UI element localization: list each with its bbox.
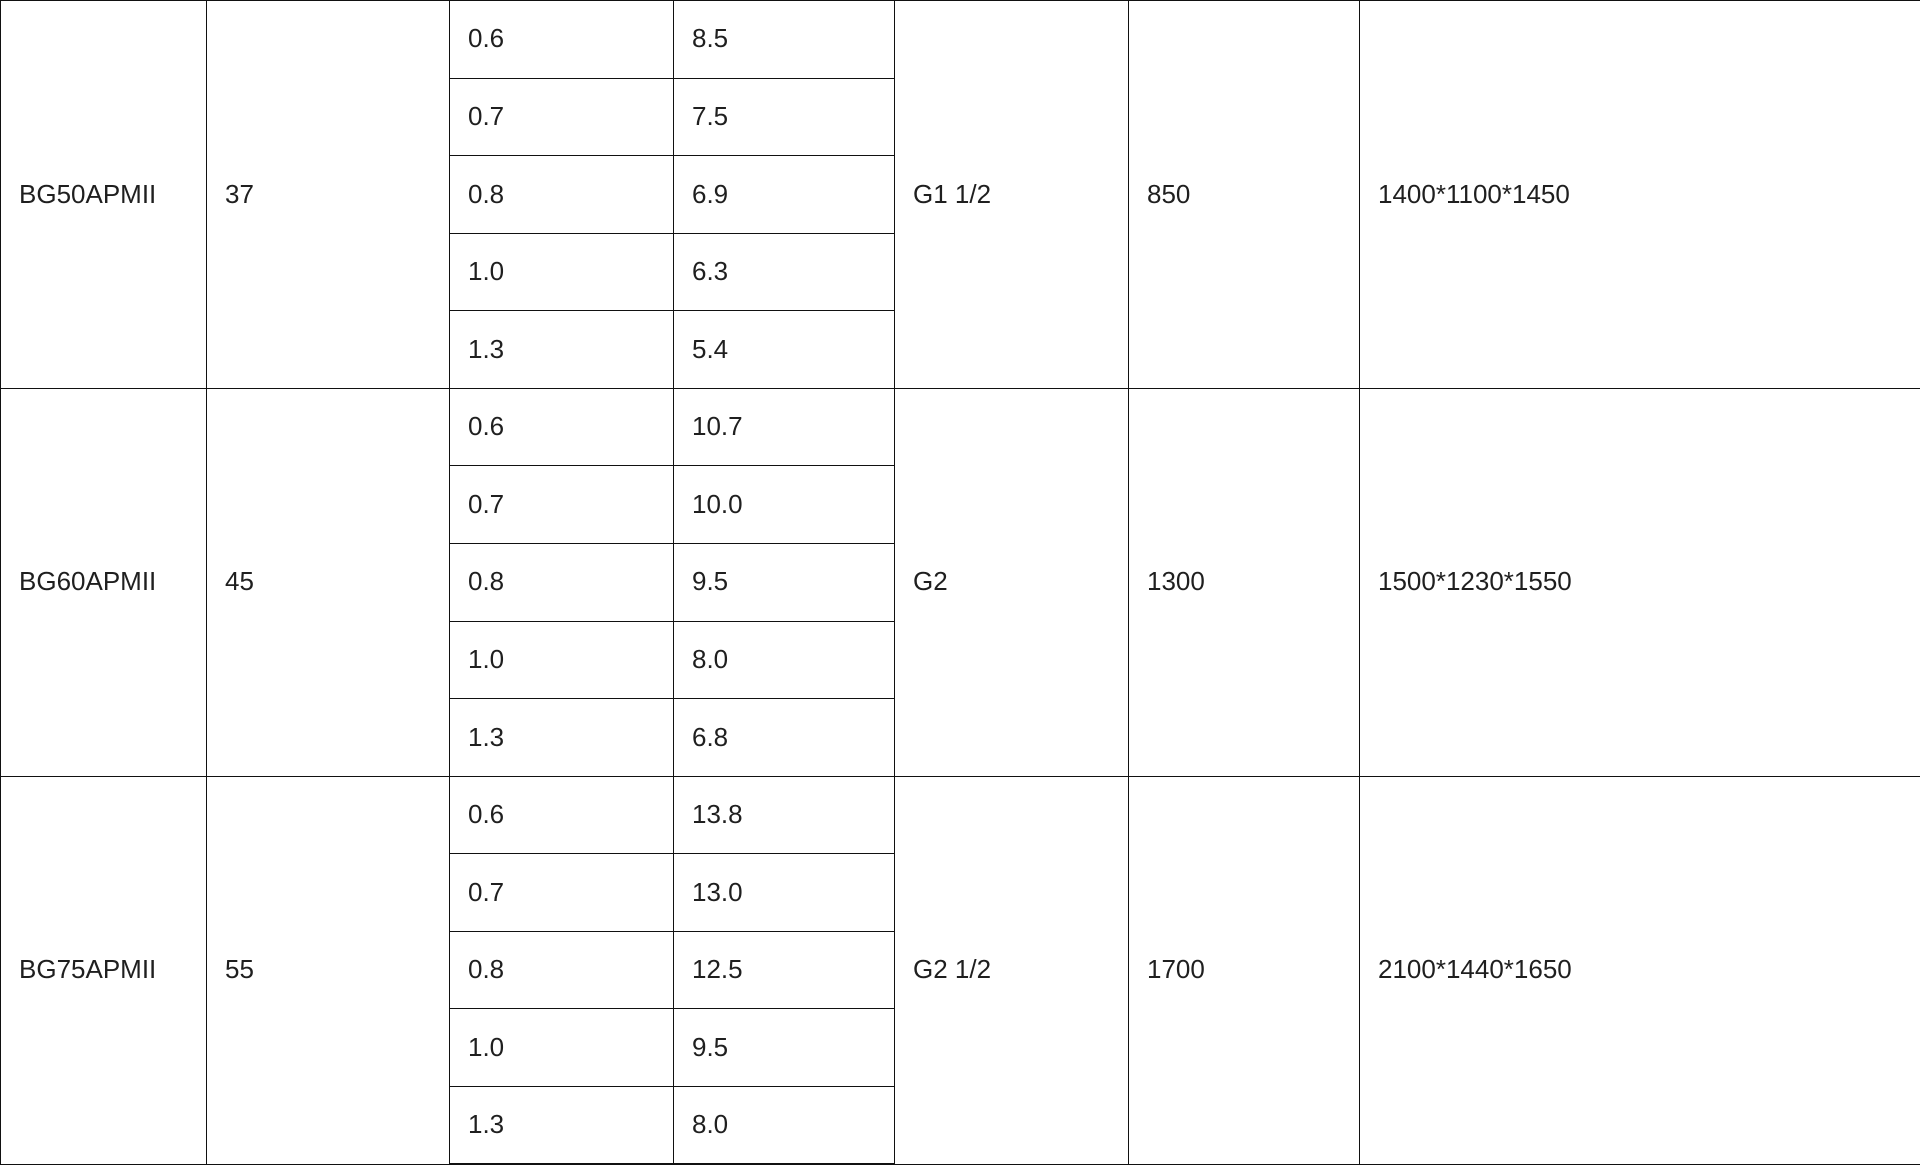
cell-capacity: 8.0 [673, 1085, 895, 1165]
cell-capacity: 6.9 [673, 155, 895, 234]
cell-model: BG75APMII [0, 775, 207, 1165]
table-row: 0.8 12.5 [1, 930, 1920, 1010]
table-row: 1.3 6.8 [1, 698, 1920, 777]
cell-pressure: 0.6 [449, 0, 674, 79]
table-row: 0.8 9.5 [1, 542, 1920, 622]
cell-power: 45 [206, 387, 450, 777]
cell-capacity: 9.5 [673, 542, 895, 622]
cell-capacity: 13.8 [673, 775, 895, 855]
cell-capacity: 6.8 [673, 698, 895, 777]
cell-dimensions: 1500*1230*1550 [1359, 387, 1920, 777]
table-row: BG50APMII 37 0.6 8.5 G1 1/2 850 1400*110… [0, 0, 1920, 389]
cell-power: 55 [206, 775, 450, 1165]
cell-capacity: 6.3 [673, 232, 895, 312]
cell-outlet: G2 1/2 [894, 775, 1129, 1165]
cell-pressure: 1.3 [449, 1085, 674, 1165]
cell-capacity: 12.5 [673, 930, 895, 1010]
table-row: BG60APMII 45 0.6 10.7 G2 1300 1500*1230*… [0, 387, 1920, 777]
cell-outlet: G2 [894, 387, 1129, 777]
cell-pressure: 0.7 [449, 853, 674, 932]
cell-pressure: 0.6 [449, 387, 674, 467]
cell-pressure: 1.0 [449, 1008, 674, 1087]
table-row: 1.3 8.0 [1, 1085, 1920, 1165]
cell-pressure: 0.7 [449, 465, 674, 544]
cell-weight: 850 [1128, 0, 1360, 389]
cell-pressure: 0.7 [449, 77, 674, 157]
cell-pressure: 1.3 [449, 698, 674, 777]
table-row: 1.3 5.4 [1, 310, 1920, 389]
table-row: 0.7 10.0 [1, 465, 1920, 544]
cell-capacity: 9.5 [673, 1008, 895, 1087]
cell-power: 37 [206, 0, 450, 389]
cell-pressure: 0.6 [449, 775, 674, 855]
table-row: 0.7 13.0 [1, 853, 1920, 932]
cell-model: BG60APMII [0, 387, 207, 777]
cell-capacity: 13.0 [673, 853, 895, 932]
cell-capacity: 10.7 [673, 387, 895, 467]
cell-outlet: G1 1/2 [894, 0, 1129, 389]
cell-pressure: 1.0 [449, 620, 674, 700]
cell-capacity: 7.5 [673, 77, 895, 157]
cell-capacity: 8.0 [673, 620, 895, 700]
cell-pressure: 0.8 [449, 155, 674, 234]
cell-dimensions: 1400*1100*1450 [1359, 0, 1920, 389]
cell-dimensions: 2100*1440*1650 [1359, 775, 1920, 1165]
cell-model: BG50APMII [0, 0, 207, 389]
cell-pressure: 0.8 [449, 930, 674, 1010]
cell-capacity: 10.0 [673, 465, 895, 544]
cell-pressure: 0.8 [449, 542, 674, 622]
table-row: 1.0 8.0 [1, 620, 1920, 700]
table-row: 0.7 7.5 [1, 77, 1920, 157]
cell-weight: 1700 [1128, 775, 1360, 1165]
cell-pressure: 1.0 [449, 232, 674, 312]
table-row: 1.0 9.5 [1, 1008, 1920, 1087]
cell-pressure: 1.3 [449, 310, 674, 389]
cell-weight: 1300 [1128, 387, 1360, 777]
table-row: 1.0 6.3 [1, 232, 1920, 312]
cell-capacity: 5.4 [673, 310, 895, 389]
cell-capacity: 8.5 [673, 0, 895, 79]
table-row: BG75APMII 55 0.6 13.8 G2 1/2 1700 2100*1… [0, 775, 1920, 1165]
